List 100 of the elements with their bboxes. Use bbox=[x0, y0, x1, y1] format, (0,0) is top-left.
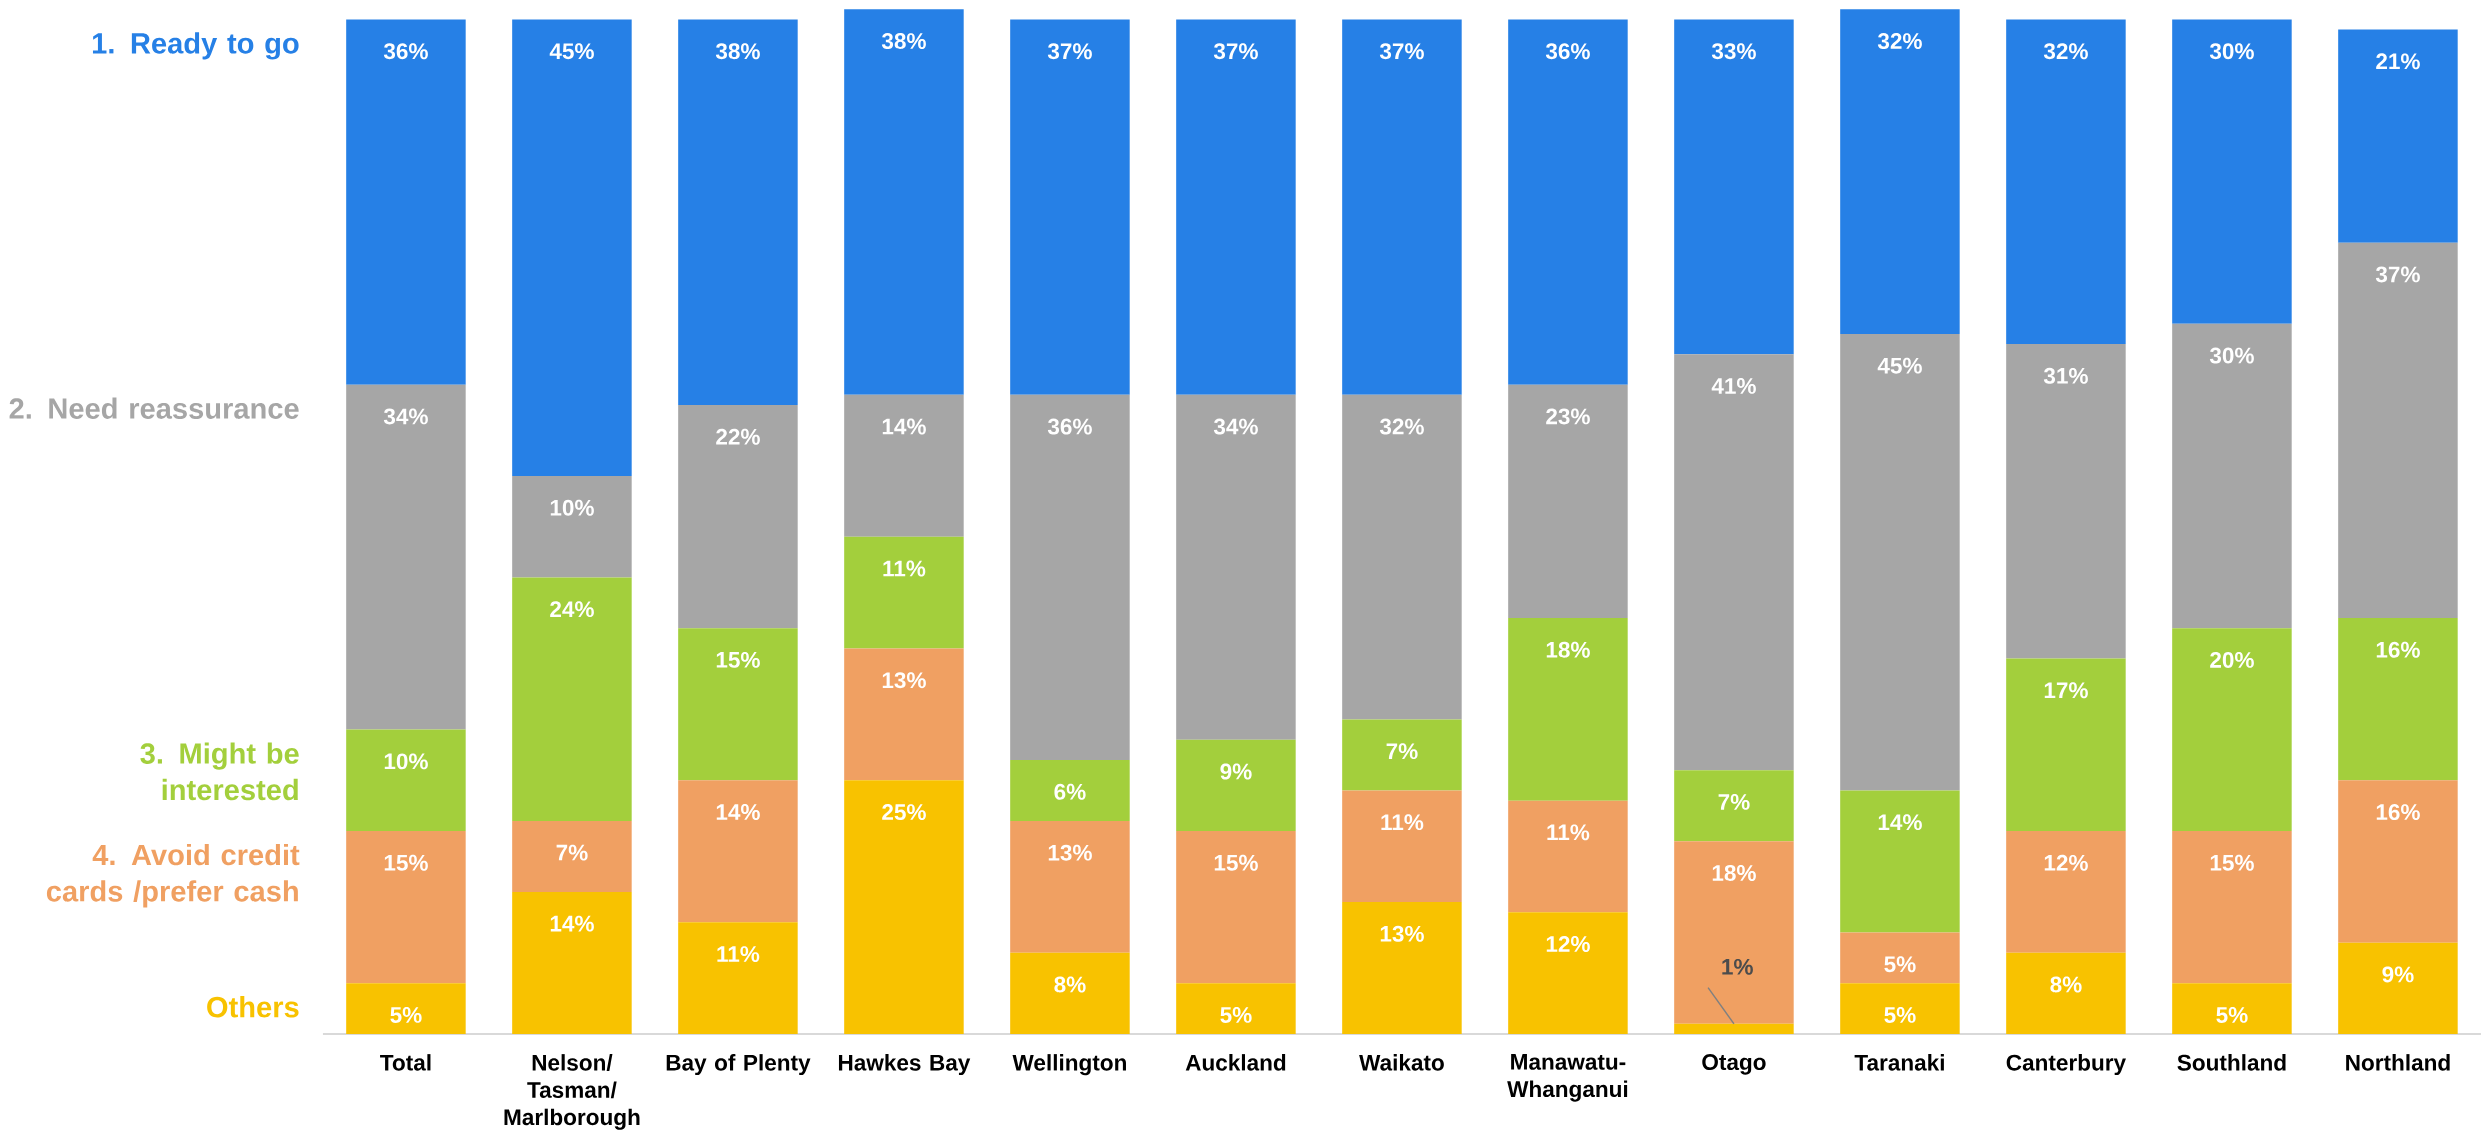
bar bbox=[346, 729, 466, 832]
data-label: 7% bbox=[556, 844, 588, 861]
data-label: 9% bbox=[1220, 763, 1252, 780]
data-label: 17% bbox=[2044, 682, 2088, 699]
data-label: 36% bbox=[383, 43, 428, 60]
bar bbox=[1010, 394, 1130, 761]
bar bbox=[1840, 9, 1960, 335]
data-label: 12% bbox=[1546, 936, 1590, 953]
bar bbox=[2338, 780, 2458, 943]
data-label: 11% bbox=[1381, 814, 1424, 831]
bar bbox=[2338, 29, 2458, 243]
bar bbox=[1342, 394, 1462, 720]
bar bbox=[2006, 831, 2126, 953]
data-label: 41% bbox=[1711, 378, 1756, 394]
bar bbox=[1674, 770, 1794, 842]
bar bbox=[2172, 831, 2292, 984]
bar bbox=[2172, 983, 2292, 1035]
bar bbox=[346, 831, 466, 984]
data-label: 8% bbox=[2050, 976, 2082, 993]
data-label: 6% bbox=[1054, 783, 1086, 800]
data-label: 13% bbox=[1380, 925, 1424, 942]
data-label: 45% bbox=[549, 43, 594, 60]
bar bbox=[2338, 242, 2458, 619]
bar bbox=[1176, 831, 1296, 984]
data-label: 30% bbox=[2209, 347, 2254, 364]
data-label: 45% bbox=[1877, 357, 1922, 374]
data-label: 8% bbox=[1054, 976, 1086, 993]
data-label: 9% bbox=[2382, 966, 2414, 983]
bar bbox=[512, 577, 632, 822]
x-tick-label: Nelson/ Tasman/ Marlborough bbox=[504, 1054, 640, 1130]
data-label: 15% bbox=[2210, 854, 2254, 871]
series-label: 3. Might be interested bbox=[140, 742, 299, 801]
data-label: 37% bbox=[1379, 43, 1424, 60]
data-label: 7% bbox=[1386, 743, 1418, 760]
bar bbox=[1342, 790, 1462, 903]
data-label: 11% bbox=[717, 946, 760, 963]
data-label: 38% bbox=[715, 43, 760, 60]
bar bbox=[1342, 902, 1462, 1035]
bar bbox=[1176, 19, 1296, 395]
bar bbox=[1010, 821, 1130, 953]
data-label: 18% bbox=[1546, 641, 1590, 658]
bar bbox=[1840, 932, 1960, 984]
bar bbox=[512, 19, 632, 477]
x-tick-label: Otago bbox=[1702, 1054, 1766, 1075]
x-tick-label: Canterbury bbox=[2006, 1054, 2126, 1076]
bar bbox=[2338, 618, 2458, 781]
data-label: 34% bbox=[383, 408, 428, 425]
bar bbox=[1508, 800, 1628, 913]
bar bbox=[1674, 19, 1794, 355]
data-label: 25% bbox=[882, 804, 926, 821]
bar bbox=[1508, 912, 1628, 1035]
bar bbox=[678, 922, 798, 1035]
bar bbox=[844, 394, 964, 537]
bar bbox=[2172, 628, 2292, 832]
data-label: 16% bbox=[2376, 804, 2420, 821]
x-tick-label: Northland bbox=[2346, 1054, 2450, 1071]
bar bbox=[1674, 354, 1794, 771]
x-tick-label: Manawatu- Whanganui bbox=[1507, 1054, 1628, 1102]
bar bbox=[1010, 952, 1130, 1035]
x-tick-label: Bay of Plenty bbox=[666, 1054, 811, 1076]
bar bbox=[844, 9, 964, 395]
bar bbox=[2006, 658, 2126, 832]
bar bbox=[1508, 19, 1628, 385]
data-label: 38% bbox=[881, 33, 926, 50]
bar bbox=[1342, 719, 1462, 791]
bar bbox=[678, 19, 798, 406]
series-label: 2. Need reassurance bbox=[9, 397, 299, 420]
bar bbox=[1508, 384, 1628, 619]
data-label: 5% bbox=[390, 1007, 422, 1024]
bar bbox=[2006, 344, 2126, 659]
bar bbox=[1342, 19, 1462, 395]
bar bbox=[512, 821, 632, 893]
bar bbox=[1674, 841, 1794, 1024]
data-label: 14% bbox=[716, 804, 760, 821]
data-label: 37% bbox=[1047, 43, 1092, 60]
data-label: 13% bbox=[1048, 844, 1092, 861]
bar bbox=[2006, 952, 2126, 1035]
bar bbox=[1840, 983, 1960, 1035]
bar bbox=[1176, 739, 1296, 832]
bar bbox=[844, 536, 964, 649]
data-label: 18% bbox=[1712, 865, 1756, 882]
data-label: 14% bbox=[882, 418, 926, 435]
series-label: Others bbox=[207, 996, 299, 1018]
data-label: 37% bbox=[2375, 266, 2420, 283]
data-label: 11% bbox=[883, 560, 926, 577]
bar bbox=[1176, 394, 1296, 740]
data-label: 36% bbox=[1545, 43, 1590, 60]
data-label: 10% bbox=[550, 499, 594, 516]
x-tick-label: Wellington bbox=[1012, 1054, 1126, 1076]
data-label: 10% bbox=[384, 753, 428, 770]
data-label: 14% bbox=[550, 915, 594, 932]
x-tick-label: Total bbox=[380, 1054, 431, 1071]
bar bbox=[346, 384, 466, 730]
data-label: 15% bbox=[1214, 854, 1258, 871]
x-tick-label: Waikato bbox=[1359, 1054, 1444, 1071]
bar bbox=[1840, 334, 1960, 791]
data-label: 33% bbox=[1711, 43, 1756, 60]
data-label: 34% bbox=[1213, 418, 1258, 435]
data-label: 37% bbox=[1213, 43, 1258, 60]
x-tick-label: Southland bbox=[2177, 1054, 2286, 1071]
